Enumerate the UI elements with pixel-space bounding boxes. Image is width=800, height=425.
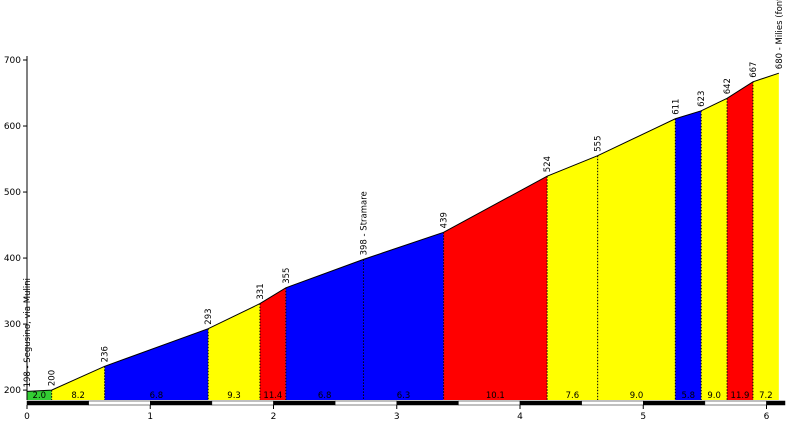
distance-bar-block-12	[766, 400, 786, 406]
distance-scale-bar	[26, 400, 786, 406]
elevation-label-7: 439	[440, 212, 450, 228]
distance-bar-block-1	[88, 400, 151, 406]
distance-bar-block-4	[273, 400, 336, 406]
x-tick-label-2: 2	[271, 412, 277, 422]
segment-area-4	[259, 287, 286, 400]
elevation-label-14: 680 - Milies (fontana)	[775, 0, 785, 69]
x-tick-label-6: 6	[764, 412, 770, 422]
grade-label-3: 9.3	[227, 391, 241, 401]
segment-area-6	[363, 232, 444, 400]
distance-bar-block-9	[581, 400, 644, 406]
elevation-label-11: 623	[697, 91, 707, 107]
y-tick-label-4: 600	[4, 122, 21, 132]
x-tick-label-4: 4	[517, 412, 523, 422]
grade-label-5: 6.8	[318, 391, 332, 401]
grade-label-9: 9.0	[630, 391, 644, 401]
grade-label-10: 5.8	[681, 391, 695, 401]
grade-label-6: 6.3	[397, 391, 411, 401]
x-tick-label-1: 1	[147, 412, 153, 422]
grade-label-4: 11.4	[263, 391, 282, 401]
elevation-label-10: 611	[671, 99, 681, 115]
segment-area-12	[727, 81, 753, 400]
distance-bar-block-0	[26, 400, 89, 406]
y-tick-label-3: 500	[4, 188, 21, 198]
segment-area-0	[27, 390, 52, 400]
x-tick-label-3: 3	[394, 412, 400, 422]
y-tick-label-1: 300	[4, 320, 21, 330]
y-tick-label-0: 200	[4, 386, 21, 396]
distance-bar-block-5	[334, 400, 398, 406]
segment-area-10	[675, 110, 702, 400]
elevation-profile-line	[26, 72, 779, 392]
elevation-label-4: 331	[256, 283, 266, 299]
distance-bar-block-11	[704, 400, 767, 406]
segment-area-2	[104, 328, 209, 400]
distance-bar-block-8	[519, 400, 582, 406]
elevation-label-0: 198 - Segusino, via Mulini	[23, 278, 33, 387]
elevation-label-2: 236	[101, 346, 111, 362]
y-tick-label-2: 400	[4, 254, 21, 264]
grade-label-8: 7.6	[566, 391, 580, 401]
y-tick-label-5: 700	[4, 56, 21, 66]
segment-area-13	[752, 73, 779, 400]
grade-label-11: 9.0	[707, 391, 721, 401]
axes: 200 300 400 500 600 700 0 1 2 3 4 5 6	[4, 56, 770, 422]
x-tick-label-0: 0	[24, 412, 30, 422]
x-tick-label-5: 5	[640, 412, 646, 422]
segment-area-7	[443, 176, 548, 400]
gradient-segments	[27, 73, 779, 401]
elevation-label-8: 524	[543, 156, 553, 172]
segment-area-11	[701, 98, 728, 400]
grade-label-1: 8.2	[71, 391, 85, 401]
elevation-label-3: 293	[204, 308, 214, 324]
elevation-label-12: 642	[723, 78, 733, 94]
segment-area-1	[51, 366, 105, 400]
elevation-label-5: 355	[282, 268, 292, 284]
elevation-point-labels: 198 - Segusino, via Mulini 200 236 293 331 35…	[23, 0, 785, 387]
segment-area-8	[547, 155, 598, 400]
grade-label-2: 6.8	[150, 391, 164, 401]
distance-bar-block-7	[458, 400, 521, 406]
segment-area-5	[285, 259, 364, 400]
segment-area-9	[597, 118, 676, 401]
distance-bar-block-3	[211, 400, 274, 406]
elevation-label-9: 555	[594, 135, 604, 151]
grade-label-13: 7.2	[759, 391, 773, 401]
distance-bar-block-6	[396, 400, 459, 406]
elevation-label-1: 200	[48, 370, 58, 386]
grade-labels: 2.0 8.2 6.8 9.3 11.4 6.8 6.3 10.1 7.6 9.0 5.8 9.0 11…	[33, 391, 773, 401]
distance-bar-block-10	[643, 400, 706, 406]
distance-bar-block-2	[150, 400, 213, 406]
segment-area-3	[208, 303, 260, 400]
grade-label-0: 2.0	[33, 391, 47, 401]
elevation-label-6: 398 - Stramare	[359, 191, 369, 255]
segment-dividers	[51, 81, 754, 400]
grade-label-7: 10.1	[486, 391, 505, 401]
grade-label-12: 11.9	[731, 391, 750, 401]
elevation-label-13: 667	[749, 62, 759, 78]
